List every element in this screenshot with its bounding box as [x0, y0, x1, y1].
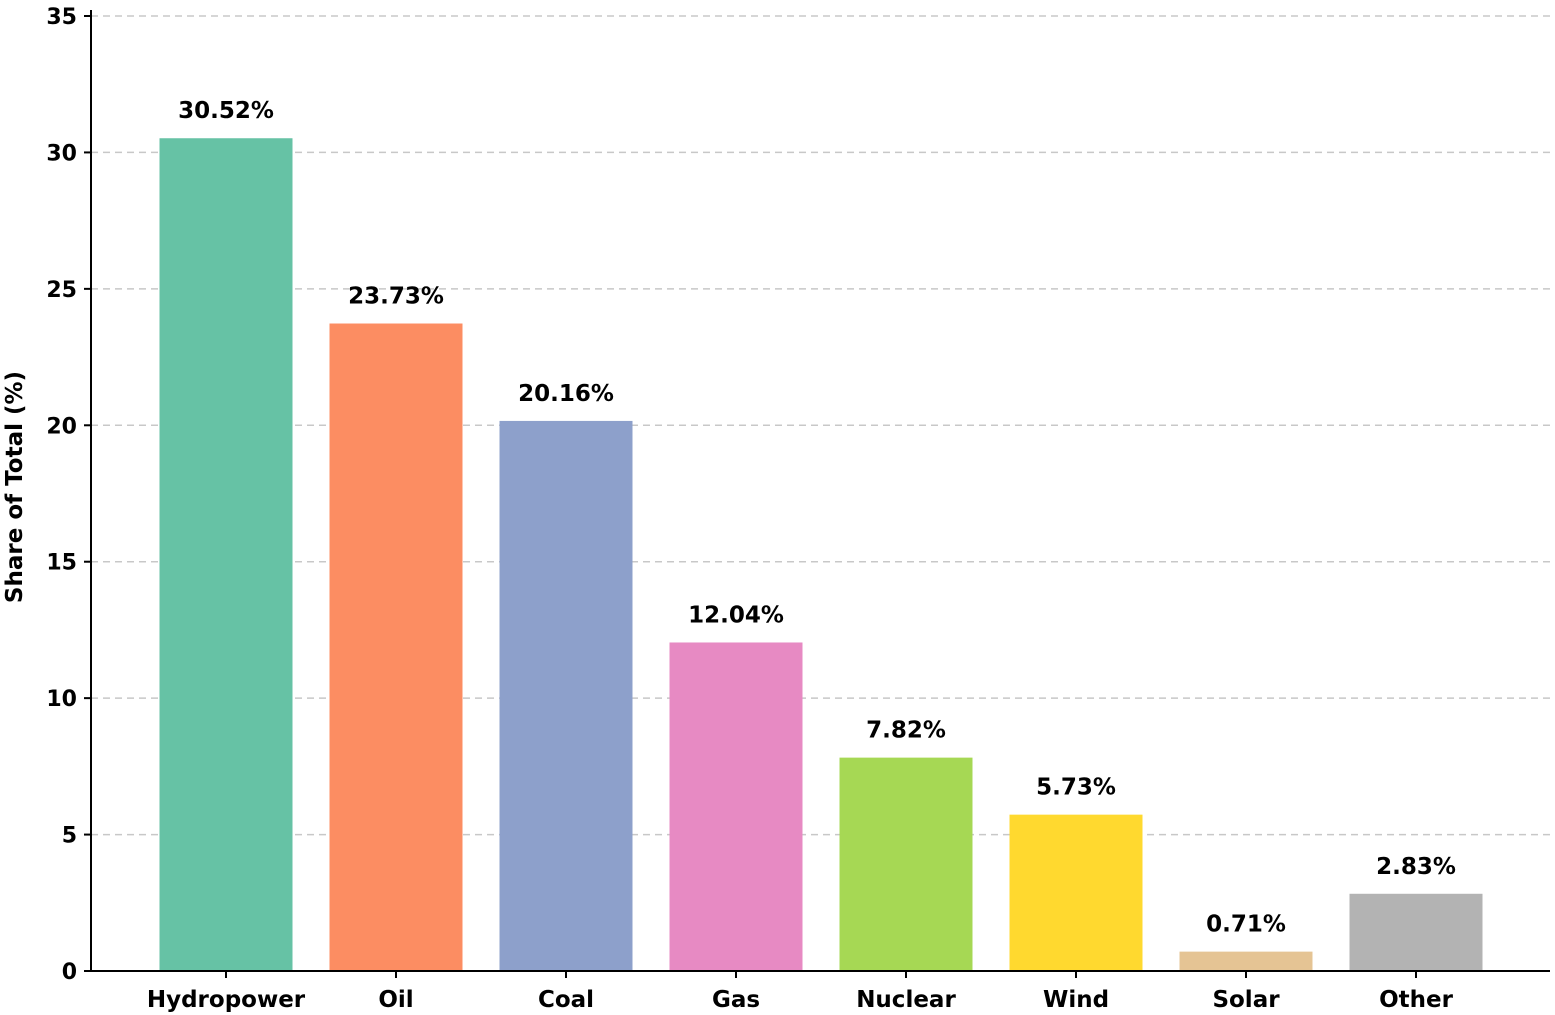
x-tick-label-nuclear: Nuclear [856, 987, 956, 1013]
y-tick-label: 25 [46, 278, 77, 303]
data-label-coal: 20.16% [518, 381, 614, 407]
bar-other [1349, 893, 1483, 971]
y-tick-label: 30 [46, 141, 77, 166]
data-label-solar: 0.71% [1206, 912, 1286, 938]
data-label-other: 2.83% [1376, 854, 1456, 880]
y-axis-title: Share of Total (%) [2, 371, 28, 603]
bar-solar [1179, 951, 1313, 971]
x-tick-label-coal: Coal [538, 987, 594, 1013]
x-tick-label-oil: Oil [378, 987, 413, 1013]
data-label-hydropower: 30.52% [178, 98, 274, 124]
data-labels: 30.52% 23.73% 20.16% 12.04% 7.82% 5.73% 0.71% 2… [178, 98, 1456, 937]
x-tick-label-wind: Wind [1043, 987, 1109, 1013]
bar-oil [329, 323, 463, 971]
x-axis: Hydropower Oil Coal Gas Nuclear Wind Solar Othe… [91, 970, 1550, 1013]
data-label-nuclear: 7.82% [866, 718, 946, 744]
x-tick-label-gas: Gas [712, 987, 760, 1013]
x-tick-label-other: Other [1379, 987, 1454, 1013]
x-tick-label-solar: Solar [1212, 987, 1280, 1013]
bar-gas [669, 642, 803, 971]
bar-nuclear [839, 757, 973, 971]
y-tick-label: 35 [46, 5, 77, 30]
data-label-oil: 23.73% [348, 284, 444, 310]
data-label-wind: 5.73% [1036, 775, 1116, 801]
bars [159, 138, 1483, 972]
gridlines [91, 15, 1550, 836]
y-tick-label: 0 [62, 960, 77, 985]
bar-wind [1009, 814, 1143, 971]
x-tick-label-hydropower: Hydropower [147, 987, 306, 1013]
y-tick-label: 15 [46, 551, 77, 576]
y-tick-label: 5 [62, 824, 77, 849]
y-tick-label: 20 [46, 414, 77, 439]
bar-coal [499, 420, 633, 971]
y-axis: 0 5 10 15 20 25 30 35 [46, 5, 92, 985]
bar-hydropower [159, 138, 293, 972]
y-tick-label: 10 [46, 687, 77, 712]
data-label-gas: 12.04% [688, 602, 784, 628]
